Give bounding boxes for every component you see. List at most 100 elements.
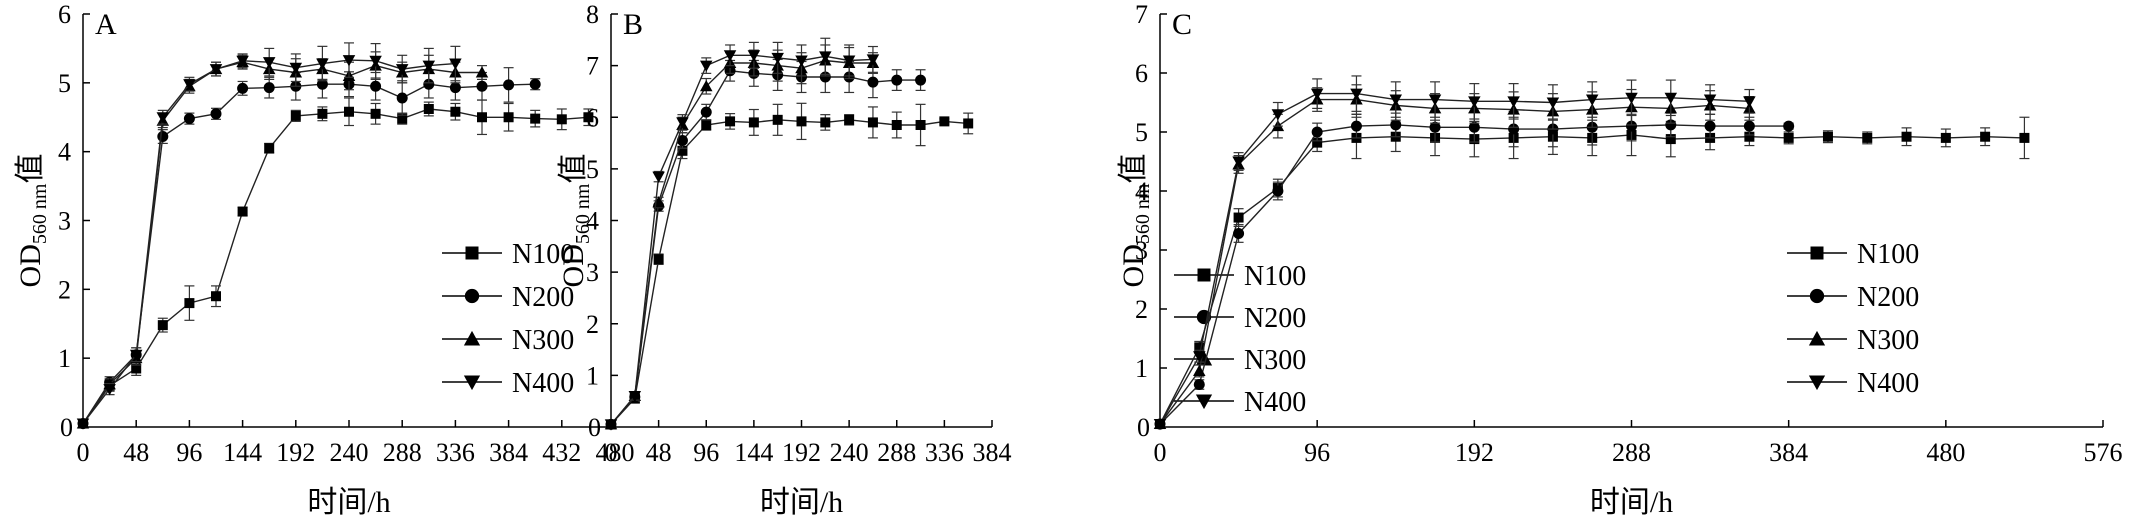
data-point (397, 113, 408, 124)
data-point (369, 55, 382, 68)
data-point (157, 131, 169, 143)
data-point (700, 106, 712, 118)
x-tick-label: 96 (176, 438, 202, 467)
data-point (1312, 137, 1323, 148)
data-point (1468, 96, 1481, 108)
data-point (210, 108, 222, 120)
series-n300 (1153, 84, 1756, 430)
y-tick-label: 1 (586, 361, 599, 390)
x-tick-label: 96 (1304, 438, 1330, 467)
x-tick-label: 144 (734, 438, 773, 467)
legend-marker (464, 288, 480, 304)
x-tick-label: 0 (1154, 438, 1167, 467)
data-point (748, 117, 759, 128)
y-tick-label: 5 (58, 69, 71, 98)
data-point (1665, 134, 1676, 145)
data-point (747, 50, 761, 62)
data-point (157, 320, 168, 331)
data-point (396, 92, 408, 104)
legend-marker (465, 246, 479, 260)
data-point (1783, 132, 1794, 143)
x-tick-label: 336 (925, 438, 964, 467)
data-point (772, 114, 783, 125)
data-point (676, 134, 688, 146)
data-point (963, 118, 974, 129)
y-tick-label: 3 (1135, 236, 1148, 265)
x-tick-label: 192 (782, 438, 821, 467)
legend: N100 N200 N300 N400 (442, 239, 574, 399)
data-point (1193, 379, 1205, 391)
data-point (867, 117, 878, 128)
legend-label: N200 (1857, 282, 1919, 313)
data-point (316, 78, 328, 90)
x-axis-title: 时间/h (760, 486, 843, 519)
data-point (211, 291, 221, 302)
x-tick-label: 288 (877, 438, 916, 467)
data-point (183, 113, 195, 125)
series-line (1159, 92, 1750, 425)
legend-marker (1809, 288, 1825, 304)
x-tick-label: 480 (1926, 438, 1965, 467)
data-point (891, 74, 903, 86)
data-point (1862, 132, 1873, 143)
data-point (370, 108, 381, 119)
y-tick-label: 0 (1137, 413, 1150, 442)
data-point (677, 145, 688, 156)
y-tick-label: 0 (588, 413, 601, 442)
legend-marker (1195, 394, 1213, 410)
data-point (1390, 119, 1402, 131)
panel-label: A (95, 8, 117, 41)
data-point (1271, 109, 1285, 121)
legend-label: N300 (1244, 345, 1306, 376)
y-tick-label: 6 (1135, 59, 1148, 88)
data-point (1508, 123, 1520, 135)
data-point (1546, 97, 1560, 109)
series-line (610, 119, 969, 425)
data-point (1625, 92, 1638, 105)
data-point (423, 103, 434, 114)
data-point (842, 55, 856, 67)
data-point (725, 116, 736, 127)
data-point (1980, 131, 1991, 142)
panel-label: B (623, 8, 643, 41)
x-tick-label: 384 (1769, 438, 1808, 467)
data-point (449, 58, 462, 70)
data-point (236, 55, 249, 68)
legend-label: N300 (512, 325, 574, 356)
data-point (344, 106, 354, 117)
data-point (76, 418, 90, 430)
y-tick-label: 5 (1135, 118, 1148, 147)
data-point (290, 110, 301, 121)
y-tick-label: 2 (586, 310, 599, 339)
data-point (503, 112, 514, 123)
x-tick-label: 0 (77, 438, 90, 467)
x-tick-label: 192 (276, 438, 315, 467)
data-point (771, 52, 784, 65)
data-point (449, 82, 461, 94)
legend-label: N400 (1244, 387, 1306, 418)
legend-label: N400 (1857, 368, 1919, 399)
series-line (82, 61, 482, 424)
x-tick-label: 48 (646, 438, 672, 467)
series-n400 (76, 42, 462, 430)
data-point (422, 60, 436, 72)
data-point (1233, 212, 1244, 223)
x-tick-label: 288 (383, 438, 422, 467)
data-point (653, 254, 664, 265)
legend-label: N300 (1857, 325, 1919, 356)
data-point (1822, 131, 1833, 142)
series-line (610, 54, 873, 425)
data-point (289, 62, 303, 74)
data-point (1350, 88, 1363, 100)
legend-label: N200 (512, 282, 574, 313)
data-point (796, 116, 807, 127)
x-tick-label: 480 (596, 438, 635, 467)
y-tick-label: 4 (58, 138, 71, 167)
data-point (1429, 121, 1441, 133)
legend-label: N400 (512, 368, 574, 399)
y-tick-label: 1 (58, 344, 71, 373)
legend-marker (1197, 268, 1211, 282)
data-point (700, 80, 713, 92)
y-axis-title: OD560 nm值 (14, 154, 51, 288)
y-axis-title: OD560 nm值 (557, 154, 594, 288)
